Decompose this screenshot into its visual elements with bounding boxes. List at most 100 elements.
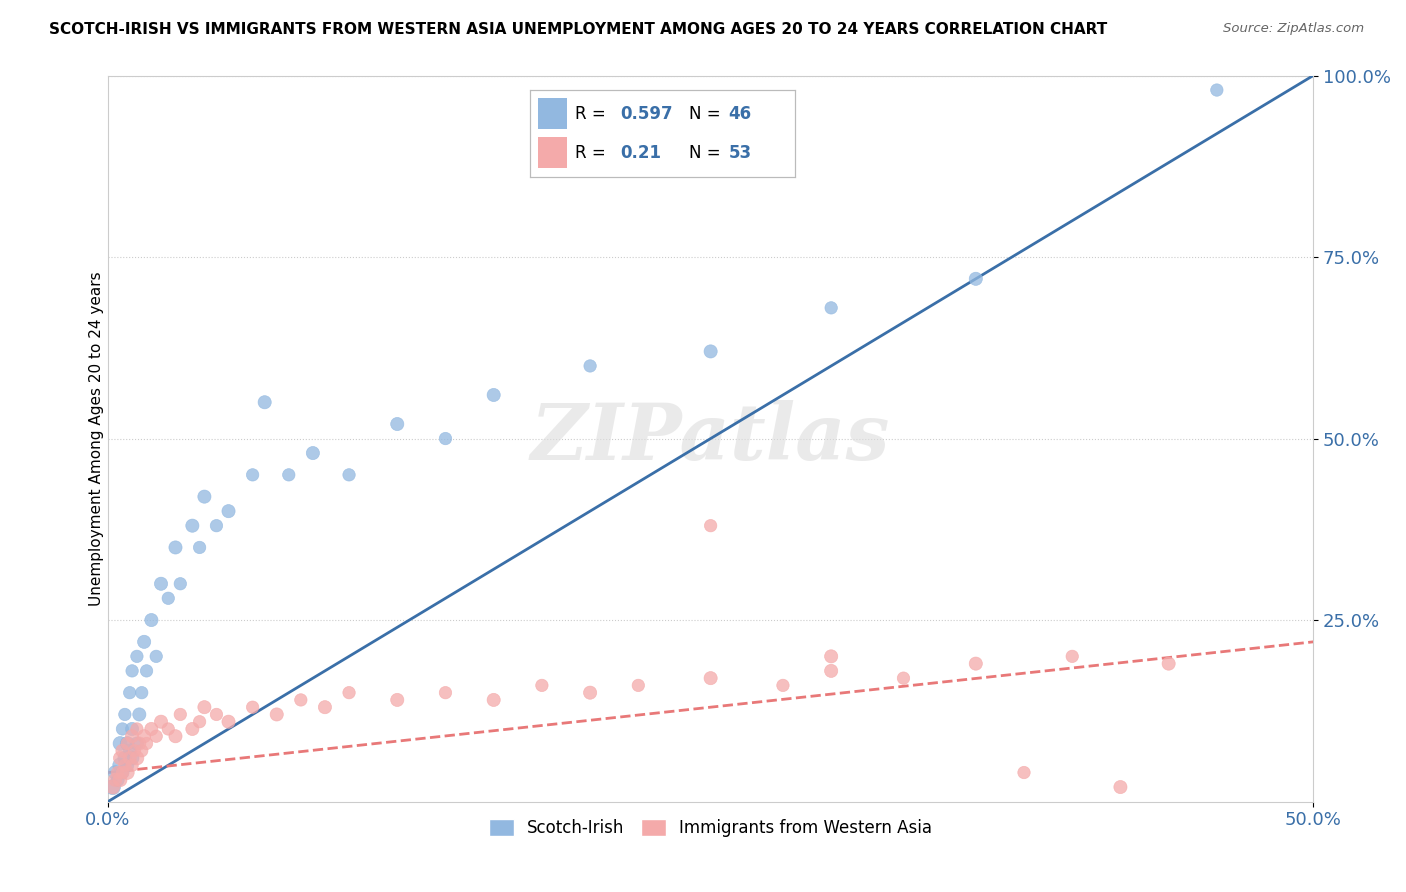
Point: [820, 664, 842, 678]
Point: [893, 671, 915, 685]
Point: [145, 729, 167, 743]
Point: [266, 707, 288, 722]
Point: [114, 751, 136, 765]
Point: [434, 432, 457, 446]
Point: [218, 714, 240, 729]
Point: [131, 744, 153, 758]
Point: [387, 693, 409, 707]
Point: [104, 772, 127, 787]
Point: [104, 765, 127, 780]
Point: [1205, 83, 1227, 97]
Point: [169, 576, 191, 591]
Point: [125, 722, 148, 736]
Point: [579, 359, 602, 373]
Point: [117, 765, 139, 780]
Point: [820, 649, 842, 664]
Point: [141, 722, 163, 736]
Point: [482, 388, 505, 402]
Point: [242, 467, 264, 482]
Point: [128, 737, 150, 751]
Point: [1062, 649, 1084, 664]
Point: [135, 737, 157, 751]
Point: [627, 678, 650, 692]
Point: [121, 729, 143, 743]
Point: [121, 758, 143, 772]
Point: [114, 707, 136, 722]
Point: [141, 613, 163, 627]
Point: [157, 722, 180, 736]
Point: [205, 518, 228, 533]
Legend: Scotch-Irish, Immigrants from Western Asia: Scotch-Irish, Immigrants from Western As…: [482, 813, 939, 844]
Point: [290, 693, 312, 707]
Point: [111, 744, 134, 758]
Point: [188, 541, 211, 555]
Point: [165, 729, 187, 743]
Point: [125, 649, 148, 664]
Point: [134, 729, 156, 743]
Point: [218, 504, 240, 518]
Point: [1109, 780, 1132, 794]
Point: [482, 693, 505, 707]
Point: [118, 751, 141, 765]
Point: [530, 678, 553, 692]
Point: [337, 467, 360, 482]
Point: [124, 744, 146, 758]
Point: [108, 758, 131, 772]
Point: [134, 635, 156, 649]
Point: [965, 657, 987, 671]
Point: [579, 686, 602, 700]
Point: [820, 301, 842, 315]
Point: [253, 395, 276, 409]
Point: [150, 714, 173, 729]
Point: [111, 765, 134, 780]
Point: [128, 707, 150, 722]
Point: [387, 417, 409, 431]
Point: [117, 758, 139, 772]
Point: [111, 722, 134, 736]
Point: [145, 649, 167, 664]
Point: [314, 700, 336, 714]
Y-axis label: Unemployment Among Ages 20 to 24 years: Unemployment Among Ages 20 to 24 years: [90, 271, 104, 606]
Text: ZIPatlas: ZIPatlas: [531, 401, 890, 477]
Point: [121, 664, 143, 678]
Point: [242, 700, 264, 714]
Point: [165, 541, 187, 555]
Point: [117, 737, 139, 751]
Text: Source: ZipAtlas.com: Source: ZipAtlas.com: [1223, 22, 1364, 36]
Point: [125, 737, 148, 751]
Point: [121, 722, 143, 736]
Point: [108, 737, 131, 751]
Point: [302, 446, 325, 460]
Point: [1012, 765, 1035, 780]
Point: [118, 686, 141, 700]
Point: [434, 686, 457, 700]
Point: [118, 744, 141, 758]
Point: [337, 686, 360, 700]
Point: [193, 490, 215, 504]
Point: [107, 765, 129, 780]
Point: [205, 707, 228, 722]
Point: [108, 772, 131, 787]
Point: [699, 518, 721, 533]
Point: [188, 714, 211, 729]
Point: [135, 664, 157, 678]
Point: [193, 700, 215, 714]
Point: [181, 518, 204, 533]
Point: [772, 678, 794, 692]
Point: [181, 722, 204, 736]
Point: [169, 707, 191, 722]
Point: [131, 686, 153, 700]
Point: [150, 576, 173, 591]
Point: [157, 591, 180, 606]
Point: [699, 344, 721, 359]
Point: [108, 751, 131, 765]
Point: [101, 780, 124, 794]
Point: [125, 751, 148, 765]
Point: [114, 758, 136, 772]
Point: [111, 765, 134, 780]
Point: [1157, 657, 1180, 671]
Point: [965, 272, 987, 286]
Text: SCOTCH-IRISH VS IMMIGRANTS FROM WESTERN ASIA UNEMPLOYMENT AMONG AGES 20 TO 24 YE: SCOTCH-IRISH VS IMMIGRANTS FROM WESTERN …: [49, 22, 1108, 37]
Point: [277, 467, 299, 482]
Point: [101, 780, 124, 794]
